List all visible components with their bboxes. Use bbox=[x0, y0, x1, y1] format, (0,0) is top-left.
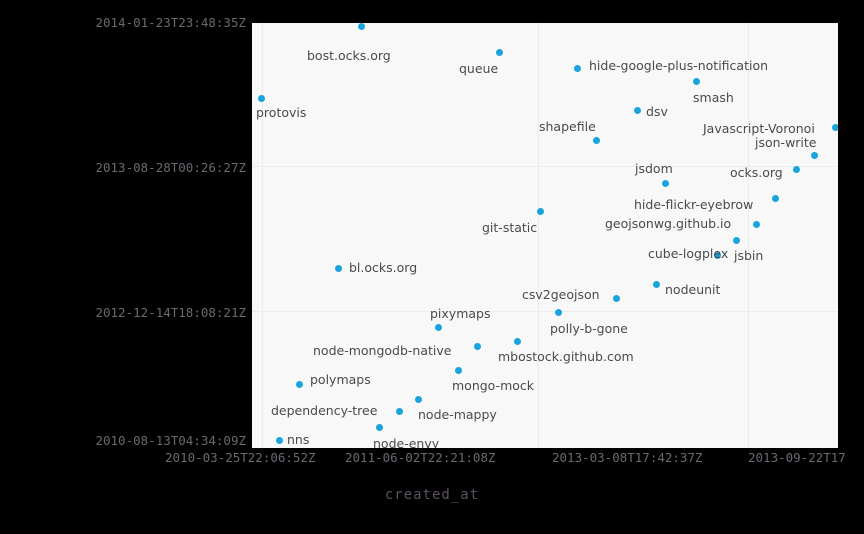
scatter-point-label: smash bbox=[693, 90, 734, 105]
scatter-point-label: bl.ocks.org bbox=[349, 260, 418, 275]
scatter-point-label: node-envy bbox=[373, 436, 440, 448]
scatter-point[interactable] bbox=[771, 194, 779, 202]
scatter-point[interactable] bbox=[652, 280, 660, 288]
scatter-point[interactable] bbox=[592, 136, 600, 144]
scatter-point[interactable] bbox=[454, 366, 462, 374]
scatter-point-label: shapefile bbox=[539, 119, 596, 134]
scatter-point[interactable] bbox=[395, 407, 403, 415]
x-axis-title: created_at bbox=[384, 487, 480, 503]
scatter-point-label: polymaps bbox=[310, 372, 371, 387]
scatter-point-label: polly-b-gone bbox=[550, 321, 628, 336]
scatter-point-label: hide-google-plus-notification bbox=[589, 58, 769, 73]
scatter-point-label: nns bbox=[287, 432, 310, 447]
scatter-point-label: jsdom bbox=[635, 161, 673, 176]
scatter-point[interactable] bbox=[573, 64, 581, 72]
scatter-point[interactable] bbox=[513, 337, 521, 345]
scatter-point-label: dsv bbox=[646, 104, 668, 119]
scatter-point[interactable] bbox=[752, 220, 760, 228]
scatter-point-label: cube-logplex bbox=[648, 246, 729, 261]
gridline-vertical bbox=[262, 23, 263, 448]
scatter-point[interactable] bbox=[334, 264, 342, 272]
scatter-point[interactable] bbox=[257, 94, 265, 102]
y-axis-tick-label: 2010-08-13T04:34:09Z bbox=[95, 433, 246, 448]
scatter-point[interactable] bbox=[810, 151, 818, 159]
scatter-plot-area: bost.ocks.org protovis queue hide-google-pl… bbox=[252, 23, 838, 448]
scatter-point-label: hide-flickr-eyebrow bbox=[634, 197, 754, 212]
x-axis-tick-label: 2010-03-25T22:06:52Z bbox=[165, 450, 316, 465]
scatter-point-label: pixymaps bbox=[430, 306, 491, 321]
scatter-point[interactable] bbox=[633, 106, 641, 114]
scatter-point[interactable] bbox=[434, 323, 442, 331]
scatter-point-label: Javascript-Voronoi bbox=[703, 121, 815, 136]
scatter-point[interactable] bbox=[536, 207, 544, 215]
y-axis-tick-label: 2013-08-28T00:26:27Z bbox=[95, 160, 246, 175]
scatter-point[interactable] bbox=[414, 395, 422, 403]
scatter-point-label: node-mappy bbox=[418, 407, 497, 422]
scatter-point-label: git-static bbox=[482, 220, 538, 235]
scatter-point-label: nodeunit bbox=[665, 282, 721, 297]
scatter-point-label: node-mongodb-native bbox=[313, 343, 452, 358]
scatter-point[interactable] bbox=[831, 123, 838, 131]
scatter-point[interactable] bbox=[792, 165, 800, 173]
scatter-point[interactable] bbox=[612, 294, 620, 302]
y-axis-tick-label: 2014-01-23T23:48:35Z bbox=[95, 15, 246, 30]
gridline-horizontal bbox=[252, 311, 838, 312]
scatter-point-label: jsbin bbox=[734, 248, 764, 263]
scatter-point[interactable] bbox=[357, 23, 365, 30]
gridline-horizontal bbox=[252, 166, 838, 167]
scatter-point-label: ocks.org bbox=[730, 165, 783, 180]
scatter-point[interactable] bbox=[275, 436, 283, 444]
x-axis-tick-label: 2013-09-22T17 bbox=[748, 450, 846, 465]
scatter-point-label: dependency-tree bbox=[271, 403, 378, 418]
scatter-point-label: queue bbox=[459, 61, 499, 76]
x-axis-tick-label: 2013-03-08T17:42:37Z bbox=[552, 450, 703, 465]
scatter-point[interactable] bbox=[495, 48, 503, 56]
scatter-point[interactable] bbox=[661, 179, 669, 187]
scatter-point[interactable] bbox=[692, 77, 700, 85]
gridline-vertical bbox=[538, 23, 539, 448]
scatter-point[interactable] bbox=[713, 251, 721, 259]
scatter-point[interactable] bbox=[473, 342, 481, 350]
scatter-point-label: mbostock.github.com bbox=[498, 349, 634, 364]
y-axis-tick-label: 2012-12-14T18:08:21Z bbox=[95, 305, 246, 320]
scatter-point[interactable] bbox=[375, 423, 383, 431]
scatter-point-label: protovis bbox=[256, 105, 307, 120]
scatter-point-label: csv2geojson bbox=[522, 287, 600, 302]
scatter-point-label: mongo-mock bbox=[452, 378, 535, 393]
gridline-vertical bbox=[748, 23, 749, 448]
scatter-point[interactable] bbox=[554, 308, 562, 316]
scatter-point-label: geojsonwg.github.io bbox=[605, 216, 732, 231]
scatter-point[interactable] bbox=[295, 380, 303, 388]
y-axis-ticks: 2014-01-23T23:48:35Z 2013-08-28T00:26:27Z… bbox=[0, 0, 246, 534]
x-axis-tick-label: 2011-06-02T22:21:08Z bbox=[345, 450, 496, 465]
scatter-point-label: json-write bbox=[755, 135, 817, 150]
scatter-point-label: bost.ocks.org bbox=[307, 48, 391, 63]
scatter-point[interactable] bbox=[732, 236, 740, 244]
